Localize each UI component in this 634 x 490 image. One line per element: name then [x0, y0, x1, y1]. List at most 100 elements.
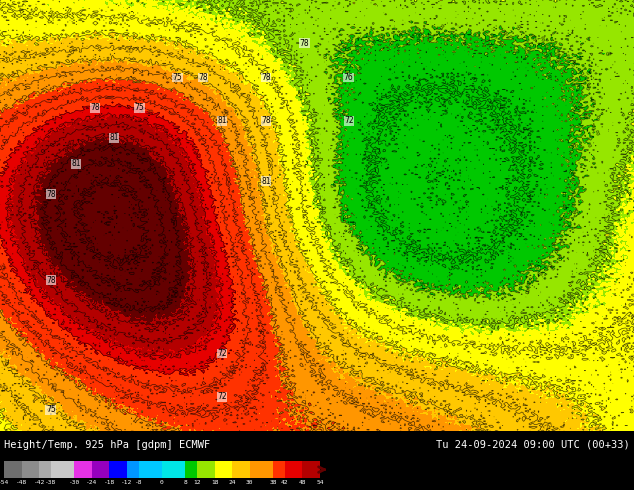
- Text: -38: -38: [45, 480, 56, 486]
- Text: 5: 5: [524, 159, 531, 166]
- Bar: [92, 461, 109, 478]
- Text: 11: 11: [288, 55, 297, 61]
- Text: 26: 26: [51, 381, 59, 391]
- Text: 2: 2: [429, 177, 436, 184]
- Text: 14: 14: [624, 311, 634, 320]
- Text: 18: 18: [211, 480, 219, 486]
- Text: 8: 8: [503, 29, 510, 36]
- Text: 8: 8: [573, 143, 580, 149]
- Text: 8: 8: [547, 262, 552, 268]
- Text: 5: 5: [383, 142, 389, 147]
- Text: 8: 8: [574, 208, 582, 216]
- Text: 14: 14: [15, 2, 22, 12]
- Text: 5: 5: [427, 100, 434, 107]
- Text: 8: 8: [337, 50, 342, 57]
- Bar: [139, 461, 162, 478]
- Text: 8: 8: [571, 104, 578, 112]
- Text: 78: 78: [198, 73, 208, 82]
- Text: 35: 35: [0, 262, 6, 272]
- Text: 5: 5: [406, 239, 413, 246]
- Text: 11: 11: [284, 43, 295, 52]
- Text: 5: 5: [489, 100, 495, 108]
- Text: 5: 5: [464, 96, 470, 103]
- Bar: [232, 461, 250, 478]
- Text: 8: 8: [567, 133, 574, 141]
- Text: 5: 5: [525, 195, 531, 202]
- Text: 8: 8: [553, 248, 558, 255]
- Text: 8: 8: [393, 273, 401, 281]
- Text: 8: 8: [562, 205, 567, 211]
- Text: 48: 48: [299, 480, 306, 486]
- Text: 8: 8: [344, 60, 348, 66]
- Text: 5: 5: [474, 236, 480, 243]
- Text: 23: 23: [238, 115, 249, 125]
- Text: 5: 5: [437, 99, 444, 105]
- Text: 5: 5: [519, 146, 524, 153]
- Text: 75: 75: [46, 405, 56, 414]
- Text: 5: 5: [491, 118, 498, 125]
- Text: 5: 5: [368, 119, 375, 124]
- Text: 8: 8: [543, 51, 551, 59]
- Text: 8: 8: [591, 124, 597, 130]
- Text: 35: 35: [224, 368, 235, 378]
- Text: -30: -30: [68, 480, 80, 486]
- Text: -24: -24: [86, 480, 98, 486]
- Text: 30: 30: [246, 480, 254, 486]
- Text: 11: 11: [254, 0, 264, 7]
- Text: 8: 8: [554, 56, 561, 63]
- Text: 5: 5: [414, 91, 421, 98]
- Bar: [127, 461, 139, 478]
- Text: 5: 5: [382, 156, 389, 164]
- Text: 8: 8: [570, 173, 575, 179]
- Text: 38: 38: [269, 480, 277, 486]
- Text: 8: 8: [527, 263, 533, 270]
- Text: 8: 8: [578, 70, 585, 77]
- Text: 8: 8: [395, 42, 403, 49]
- Text: 5: 5: [498, 126, 505, 133]
- Text: 8: 8: [322, 53, 327, 60]
- Text: 5: 5: [422, 97, 427, 103]
- Text: 8: 8: [437, 24, 444, 31]
- Text: 5: 5: [520, 210, 527, 217]
- Text: 8: 8: [408, 35, 415, 42]
- Text: 20: 20: [544, 420, 555, 431]
- Text: 5: 5: [505, 220, 509, 226]
- Text: 8: 8: [340, 110, 347, 117]
- Text: -42: -42: [34, 480, 45, 486]
- Text: 8: 8: [327, 182, 335, 188]
- Text: 8: 8: [531, 35, 537, 42]
- Text: -12: -12: [121, 480, 133, 486]
- Bar: [74, 461, 92, 478]
- Text: 24: 24: [228, 480, 236, 486]
- Text: 8: 8: [522, 288, 529, 295]
- Text: 17: 17: [461, 364, 472, 373]
- Text: 8: 8: [569, 61, 576, 68]
- Text: 8: 8: [566, 53, 571, 61]
- Bar: [162, 461, 185, 478]
- Text: 5: 5: [477, 109, 482, 116]
- Text: 5: 5: [402, 112, 408, 116]
- Text: 38: 38: [145, 109, 155, 116]
- Text: Tu 24-09-2024 09:00 UTC (00+33): Tu 24-09-2024 09:00 UTC (00+33): [436, 440, 630, 450]
- Text: 5: 5: [443, 109, 448, 116]
- Text: 8: 8: [340, 214, 347, 219]
- Text: 8: 8: [533, 264, 540, 271]
- Text: 8: 8: [418, 278, 425, 286]
- Text: 78: 78: [299, 39, 309, 48]
- Text: 8: 8: [458, 41, 465, 46]
- Bar: [185, 461, 197, 478]
- Text: -8: -8: [135, 480, 143, 486]
- Text: 8: 8: [603, 50, 610, 56]
- Bar: [22, 461, 39, 478]
- Text: 53: 53: [122, 161, 133, 171]
- Text: 72: 72: [217, 349, 227, 358]
- Text: 5: 5: [513, 111, 518, 118]
- Text: 20: 20: [124, 47, 134, 54]
- Text: 5: 5: [489, 128, 495, 135]
- Text: 8: 8: [524, 282, 530, 289]
- Text: 23: 23: [0, 358, 8, 369]
- Text: 8: 8: [586, 134, 593, 141]
- Text: 5: 5: [525, 128, 531, 135]
- Text: 5: 5: [362, 154, 367, 160]
- Text: 8: 8: [544, 73, 551, 80]
